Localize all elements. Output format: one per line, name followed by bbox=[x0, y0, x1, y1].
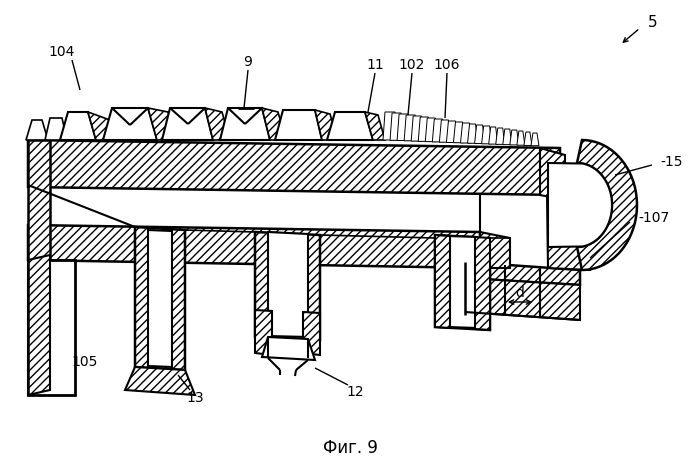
Polygon shape bbox=[435, 235, 450, 328]
Polygon shape bbox=[577, 140, 637, 270]
Polygon shape bbox=[148, 108, 176, 140]
Polygon shape bbox=[103, 108, 157, 140]
Polygon shape bbox=[135, 227, 185, 370]
Polygon shape bbox=[365, 112, 385, 140]
Polygon shape bbox=[162, 108, 213, 140]
Polygon shape bbox=[548, 163, 612, 247]
Polygon shape bbox=[475, 125, 484, 143]
Polygon shape bbox=[315, 110, 338, 140]
Text: 9: 9 bbox=[244, 55, 253, 69]
Polygon shape bbox=[411, 116, 424, 141]
Polygon shape bbox=[28, 260, 75, 395]
Polygon shape bbox=[475, 237, 490, 330]
Polygon shape bbox=[28, 225, 480, 268]
Polygon shape bbox=[303, 312, 320, 355]
Text: 12: 12 bbox=[346, 385, 364, 399]
Polygon shape bbox=[448, 236, 477, 328]
Polygon shape bbox=[440, 120, 450, 142]
Polygon shape bbox=[468, 124, 477, 143]
Polygon shape bbox=[28, 140, 560, 195]
Text: Фиг. 9: Фиг. 9 bbox=[323, 439, 377, 457]
Text: 104: 104 bbox=[49, 45, 75, 59]
Polygon shape bbox=[503, 129, 512, 145]
Polygon shape bbox=[28, 140, 50, 260]
Polygon shape bbox=[262, 337, 315, 360]
Polygon shape bbox=[262, 108, 286, 140]
Text: d: d bbox=[516, 286, 524, 300]
Polygon shape bbox=[88, 112, 118, 140]
Polygon shape bbox=[255, 310, 272, 355]
Polygon shape bbox=[465, 262, 580, 285]
Text: 106: 106 bbox=[434, 58, 461, 72]
Polygon shape bbox=[547, 195, 590, 270]
Text: -15: -15 bbox=[660, 155, 682, 169]
Polygon shape bbox=[531, 133, 539, 146]
Polygon shape bbox=[447, 121, 457, 142]
Polygon shape bbox=[205, 108, 230, 140]
Polygon shape bbox=[461, 123, 472, 143]
Polygon shape bbox=[268, 232, 308, 337]
Polygon shape bbox=[454, 122, 465, 143]
Polygon shape bbox=[327, 112, 373, 140]
Polygon shape bbox=[397, 114, 410, 141]
Text: -107: -107 bbox=[638, 211, 669, 225]
Polygon shape bbox=[275, 110, 322, 140]
Text: 5: 5 bbox=[648, 15, 657, 30]
Polygon shape bbox=[418, 117, 430, 141]
Polygon shape bbox=[465, 278, 580, 320]
Polygon shape bbox=[220, 108, 270, 140]
Text: 13: 13 bbox=[186, 391, 204, 405]
Text: 11: 11 bbox=[366, 58, 384, 72]
Polygon shape bbox=[28, 255, 50, 395]
Polygon shape bbox=[524, 132, 532, 145]
Polygon shape bbox=[390, 113, 403, 140]
Polygon shape bbox=[496, 128, 505, 144]
Polygon shape bbox=[489, 127, 498, 144]
Polygon shape bbox=[26, 120, 48, 140]
Polygon shape bbox=[482, 126, 491, 144]
Polygon shape bbox=[148, 230, 172, 367]
Polygon shape bbox=[480, 232, 510, 268]
Text: 105: 105 bbox=[72, 355, 98, 369]
Polygon shape bbox=[125, 367, 195, 395]
Polygon shape bbox=[435, 235, 490, 330]
Polygon shape bbox=[433, 119, 445, 142]
Polygon shape bbox=[540, 148, 565, 200]
Polygon shape bbox=[255, 232, 320, 340]
Polygon shape bbox=[404, 115, 417, 141]
Polygon shape bbox=[45, 118, 67, 140]
Text: 102: 102 bbox=[399, 58, 425, 72]
Polygon shape bbox=[510, 130, 519, 145]
Polygon shape bbox=[426, 118, 438, 141]
Polygon shape bbox=[60, 112, 96, 140]
Polygon shape bbox=[517, 131, 525, 145]
Polygon shape bbox=[383, 112, 397, 140]
